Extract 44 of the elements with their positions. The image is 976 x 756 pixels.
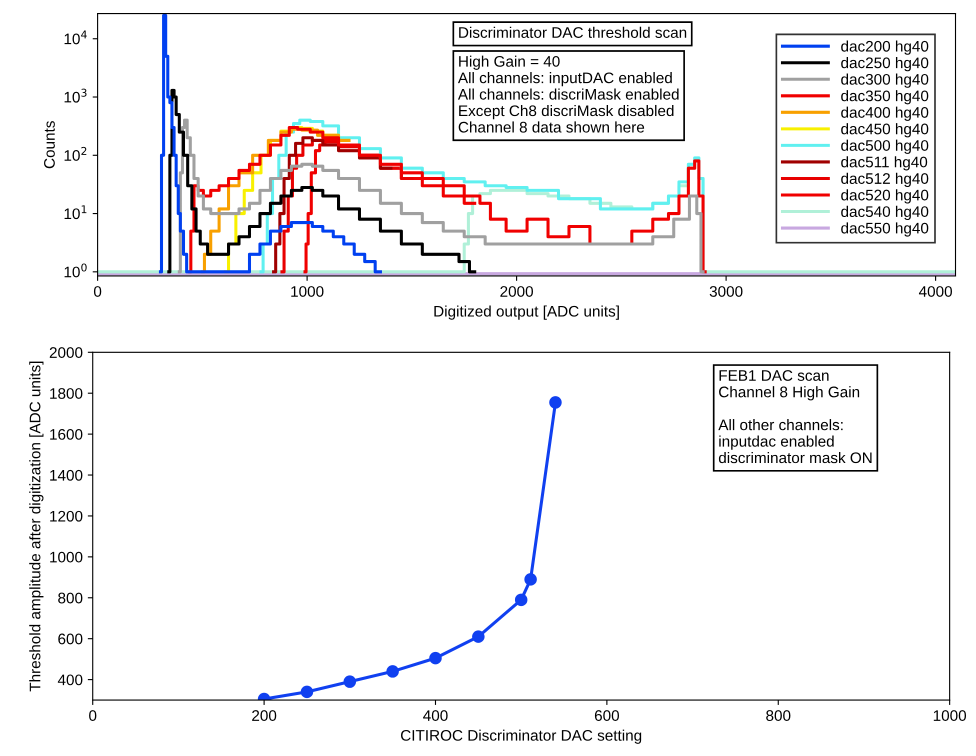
legend-label: dac350 hg40 — [841, 90, 928, 104]
y-tick-label: 600 — [58, 634, 82, 644]
x-tick-label: 4000 — [918, 286, 952, 297]
y-tick-label: 10$^{2}$ — [64, 146, 86, 161]
legend-label: dac500 hg40 — [841, 140, 928, 154]
y-tick-label: 10$^{4}$ — [64, 30, 87, 44]
annotation: Discriminator DAC threshold scan — [459, 26, 686, 38]
y-tick-label: 1600 — [50, 428, 82, 440]
text: FEB1 DAC scan Channel 8 High Gain All other channels: inputdac enabled discriminator mask ON — [718, 370, 872, 464]
y-tick-label: 1000 — [50, 552, 82, 563]
x-tick-label: 400 — [423, 710, 448, 721]
x-tick-label: 1000 — [934, 710, 966, 721]
x-tick-label: 200 — [252, 710, 276, 721]
y-tick-label: 1200 — [50, 510, 82, 522]
x-tick-label: 2000 — [500, 286, 533, 297]
y-tick-label: 10$^{1}$ — [64, 205, 86, 220]
y-tick-label: 1800 — [50, 388, 82, 399]
x-tick-label: 3000 — [710, 286, 742, 297]
y-tick-label: 400 — [58, 674, 82, 686]
x-tick-label: 0 — [89, 710, 96, 721]
legend-label: dac450 hg40 — [841, 123, 928, 138]
x-tick-label: 0 — [94, 286, 102, 297]
legend-label: dac550 hg40 — [841, 222, 928, 237]
legend-label: dac520 hg40 — [841, 189, 928, 204]
x-tick-label: 1000 — [291, 286, 324, 297]
legend-label: dac200 hg40 — [841, 40, 928, 55]
x-tick-label: 600 — [594, 710, 620, 721]
y-tick-label: 10$^{3}$ — [64, 88, 87, 103]
x-axis-title: Digitized output [ADC units] — [434, 305, 619, 320]
legend-label: dac300 hg40 — [841, 74, 928, 88]
y-tick-label: 800 — [58, 592, 82, 604]
legend-label: dac512 hg40 — [841, 172, 928, 187]
y-tick-label: 10$^{0}$ — [64, 263, 87, 278]
y-tick-label: 2000 — [50, 347, 82, 358]
legend-label: dac511 hg40 — [841, 156, 928, 170]
legend-label: dac540 hg40 — [841, 206, 928, 220]
legend-label: dac250 hg40 — [841, 57, 928, 72]
y-axis-title: Threshold amplitude after digitization [ADC units] — [29, 362, 44, 692]
x-tick-label: 800 — [766, 710, 790, 721]
x-axis-title: CITIROC Discriminator DAC setting — [400, 730, 642, 744]
legend-label: dac400 hg40 — [841, 106, 928, 121]
y-axis-title: Counts — [44, 121, 55, 168]
y-tick-label: 1400 — [50, 470, 82, 481]
annotation: High Gain = 40 All channels: inputDAC enabled All channels: discriMask enabled Except Ch8 discriMask disabled Channel 8 data shown here — [458, 56, 679, 133]
